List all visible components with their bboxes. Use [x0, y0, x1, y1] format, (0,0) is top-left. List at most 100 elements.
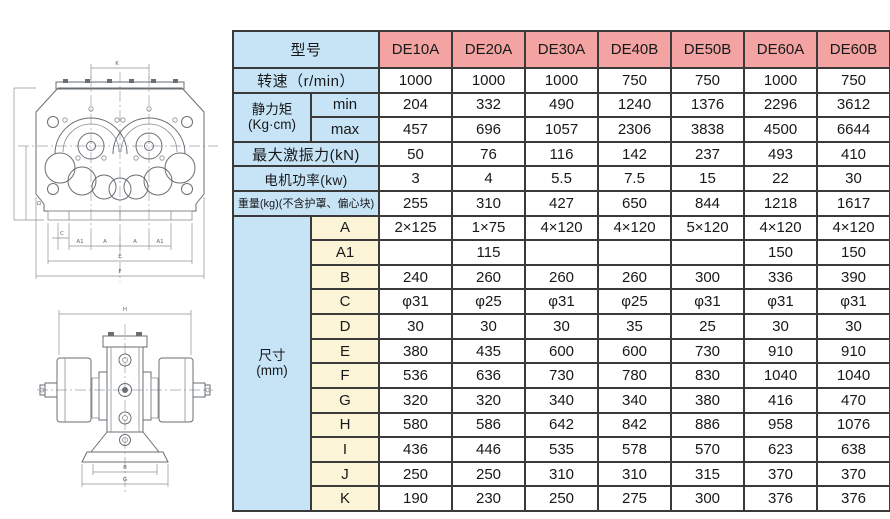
- dim-label-g: G: [123, 477, 127, 483]
- model-name-cell: DE50B: [670, 30, 746, 69]
- max-label-cell: max: [309, 116, 381, 143]
- value-cell: 830: [670, 362, 746, 389]
- value-cell: [670, 239, 746, 266]
- dim-label-a1-left: A1: [76, 239, 83, 245]
- value-cell: 638: [816, 436, 890, 463]
- value-cell: 3838: [670, 116, 746, 143]
- value-cell: [524, 239, 600, 266]
- model-name-cell: DE60B: [816, 30, 890, 69]
- value-cell: 4×120: [743, 214, 819, 242]
- value-cell: 237: [670, 140, 746, 168]
- value-cell: 696: [451, 116, 527, 143]
- dim-letter-cell: I: [309, 436, 381, 463]
- value-cell: 380: [670, 386, 746, 414]
- value-cell: 535: [524, 436, 600, 463]
- model-name-cell: DE60A: [743, 30, 819, 69]
- value-cell: 5×120: [670, 214, 746, 242]
- dim-letter-cell: C: [309, 288, 381, 316]
- value-cell: 4: [451, 165, 527, 193]
- value-cell: 142: [597, 140, 673, 168]
- value-cell: 1×75: [451, 214, 527, 242]
- value-cell: 1000: [743, 67, 819, 94]
- value-cell: 310: [451, 190, 527, 217]
- value-cell: 30: [743, 313, 819, 340]
- value-cell: 780: [597, 362, 673, 389]
- dim-label-a1-right: A1: [156, 239, 163, 245]
- dim-label-a-left: A: [103, 239, 107, 245]
- dim-letter-cell: A: [309, 214, 381, 242]
- static-moment-label-cell: 静力矩 (Kg·cm): [232, 91, 312, 143]
- dim-letter-cell: E: [309, 337, 381, 365]
- model-name-cell: DE10A: [378, 30, 454, 69]
- value-cell: [378, 239, 454, 266]
- value-cell: 750: [670, 67, 746, 94]
- value-cell: 150: [743, 239, 819, 266]
- value-cell: 636: [451, 362, 527, 389]
- front-view-drawing: H: [37, 307, 213, 492]
- value-cell: 115: [451, 239, 527, 266]
- value-cell: 240: [378, 263, 454, 291]
- value-cell: 376: [743, 485, 819, 512]
- value-cell: 493: [743, 140, 819, 168]
- value-cell: 910: [743, 337, 819, 365]
- value-cell: 578: [597, 436, 673, 463]
- value-cell: 416: [743, 386, 819, 414]
- dim-letter-cell: H: [309, 411, 381, 439]
- value-cell: 320: [378, 386, 454, 414]
- model-header-cell: 型号: [231, 30, 381, 69]
- value-cell: φ31: [816, 288, 890, 316]
- value-cell: 1617: [816, 190, 890, 217]
- value-cell: 315: [670, 460, 746, 488]
- dim-label-b: B: [123, 465, 127, 471]
- speed-label-cell: 转速（r/min）: [231, 67, 381, 94]
- dim-letter-cell: B: [309, 263, 381, 291]
- value-cell: 3: [378, 165, 454, 193]
- value-cell: 300: [670, 263, 746, 291]
- value-cell: 260: [451, 263, 527, 291]
- dim-label-a-right: A: [133, 239, 137, 245]
- value-cell: 435: [451, 337, 527, 365]
- value-cell: 76: [451, 140, 527, 168]
- dim-letter-cell: K: [309, 485, 381, 512]
- value-cell: 116: [524, 140, 600, 168]
- value-cell: 250: [378, 460, 454, 488]
- value-cell: [597, 239, 673, 266]
- value-cell: 4×120: [524, 214, 600, 242]
- value-cell: 2296: [743, 91, 819, 119]
- value-cell: 1057: [524, 116, 600, 143]
- value-cell: 310: [597, 460, 673, 488]
- value-cell: 390: [816, 263, 890, 291]
- value-cell: 25: [670, 313, 746, 340]
- value-cell: 586: [451, 411, 527, 439]
- value-cell: 250: [524, 485, 600, 512]
- value-cell: 580: [378, 411, 454, 439]
- value-cell: 255: [378, 190, 454, 217]
- value-cell: 260: [524, 263, 600, 291]
- value-cell: 370: [743, 460, 819, 488]
- dim-label-h: H: [123, 307, 127, 313]
- value-cell: 650: [597, 190, 673, 217]
- value-cell: 204: [378, 91, 454, 119]
- value-cell: 490: [524, 91, 600, 119]
- value-cell: 370: [816, 460, 890, 488]
- dim-letter-cell: J: [309, 460, 381, 488]
- value-cell: 5.5: [524, 165, 600, 193]
- value-cell: 22: [743, 165, 819, 193]
- top-view-drawing: K D C A1 A A A1 E: [13, 61, 218, 282]
- value-cell: 30: [378, 313, 454, 340]
- value-cell: 958: [743, 411, 819, 439]
- value-cell: 3612: [816, 91, 890, 119]
- min-label-cell: min: [309, 91, 381, 119]
- dim-letter-cell: F: [309, 362, 381, 389]
- value-cell: φ31: [670, 288, 746, 316]
- value-cell: 300: [670, 485, 746, 512]
- value-cell: 536: [378, 362, 454, 389]
- value-cell: 470: [816, 386, 890, 414]
- label-line: 尺寸: [258, 347, 286, 363]
- value-cell: 30: [816, 165, 890, 193]
- label-line: (Kg·cm): [248, 117, 296, 133]
- value-cell: 457: [378, 116, 454, 143]
- value-cell: φ31: [524, 288, 600, 316]
- value-cell: 570: [670, 436, 746, 463]
